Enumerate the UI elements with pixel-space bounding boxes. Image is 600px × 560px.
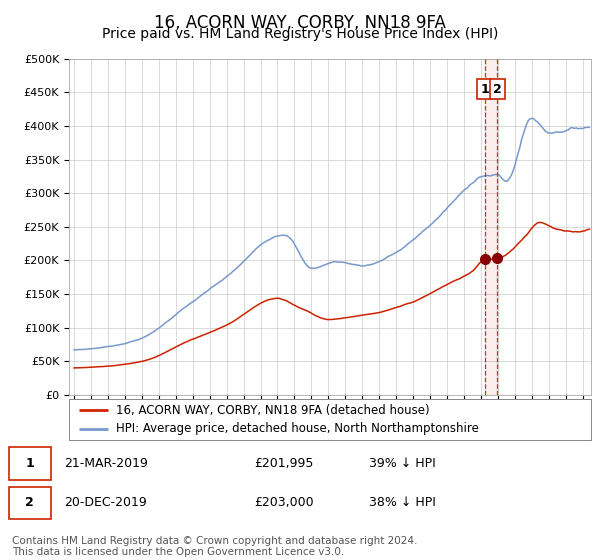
Text: 16, ACORN WAY, CORBY, NN18 9FA: 16, ACORN WAY, CORBY, NN18 9FA xyxy=(154,14,446,32)
Text: 39% ↓ HPI: 39% ↓ HPI xyxy=(369,457,436,470)
FancyBboxPatch shape xyxy=(9,447,50,480)
Text: 16, ACORN WAY, CORBY, NN18 9FA (detached house): 16, ACORN WAY, CORBY, NN18 9FA (detached… xyxy=(116,404,430,417)
Text: Contains HM Land Registry data © Crown copyright and database right 2024.
This d: Contains HM Land Registry data © Crown c… xyxy=(12,535,418,557)
Text: 1: 1 xyxy=(25,457,34,470)
Text: 38% ↓ HPI: 38% ↓ HPI xyxy=(369,496,436,510)
Text: £201,995: £201,995 xyxy=(254,457,313,470)
Text: 1: 1 xyxy=(480,82,489,96)
Text: 2: 2 xyxy=(493,82,502,96)
FancyBboxPatch shape xyxy=(9,487,50,519)
Text: 20-DEC-2019: 20-DEC-2019 xyxy=(64,496,146,510)
Text: HPI: Average price, detached house, North Northamptonshire: HPI: Average price, detached house, Nort… xyxy=(116,422,479,435)
Text: Price paid vs. HM Land Registry's House Price Index (HPI): Price paid vs. HM Land Registry's House … xyxy=(102,27,498,41)
Bar xyxy=(485,59,497,395)
Text: 2: 2 xyxy=(25,496,34,510)
Text: 21-MAR-2019: 21-MAR-2019 xyxy=(64,457,148,470)
Text: £203,000: £203,000 xyxy=(254,496,314,510)
